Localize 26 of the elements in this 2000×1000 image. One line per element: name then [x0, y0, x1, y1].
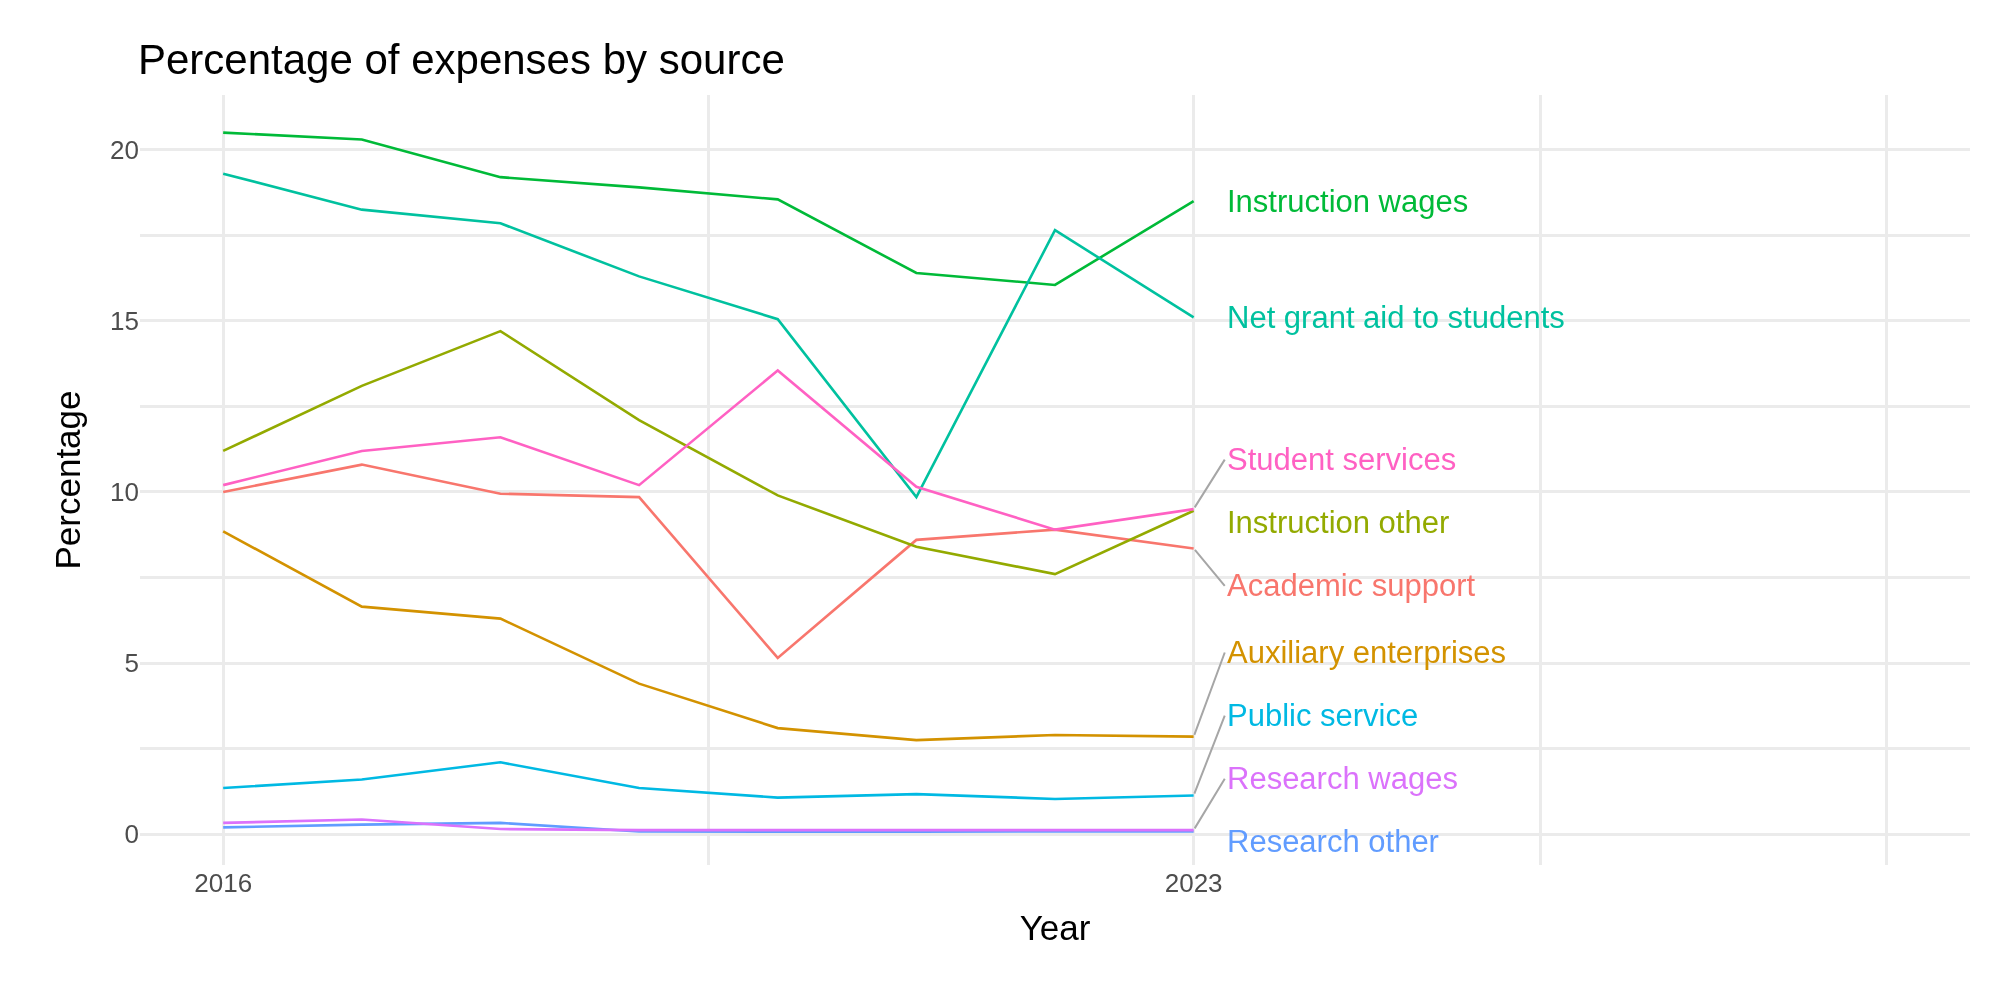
y-axis-title: Percentage [48, 390, 88, 570]
series-label: Instruction wages [1227, 184, 1469, 219]
line-series [221, 369, 1195, 531]
line-series [221, 172, 1195, 499]
line-series [221, 463, 1195, 660]
series-label: Research other [1227, 824, 1439, 859]
y-tick-label: 10 [110, 477, 139, 508]
y-tick-label: 0 [124, 819, 139, 850]
x-axis-title: Year [1019, 908, 1091, 947]
line-series [221, 329, 1195, 576]
text: Auxiliary enterprises [1227, 635, 1507, 670]
x-tick-label: 2016 [194, 868, 253, 898]
chart-title: Percentage of expenses by source [138, 36, 785, 84]
series-label: Net grant aid to students [1227, 300, 1565, 335]
series-label: Research wages [1227, 761, 1458, 796]
y-tick-label: 15 [110, 305, 139, 336]
series-label: Academic support [1227, 568, 1476, 603]
line-series [221, 131, 1195, 287]
series-label: Instruction other [1227, 505, 1450, 540]
x-tick-label: 2023 [1164, 868, 1223, 898]
line-series [221, 761, 1195, 801]
text: Public service [1227, 698, 1419, 733]
line-series [221, 530, 1195, 742]
y-tick-label: 20 [110, 134, 139, 165]
y-tick-label: 5 [124, 648, 139, 679]
series-label: Student services [1227, 442, 1457, 477]
